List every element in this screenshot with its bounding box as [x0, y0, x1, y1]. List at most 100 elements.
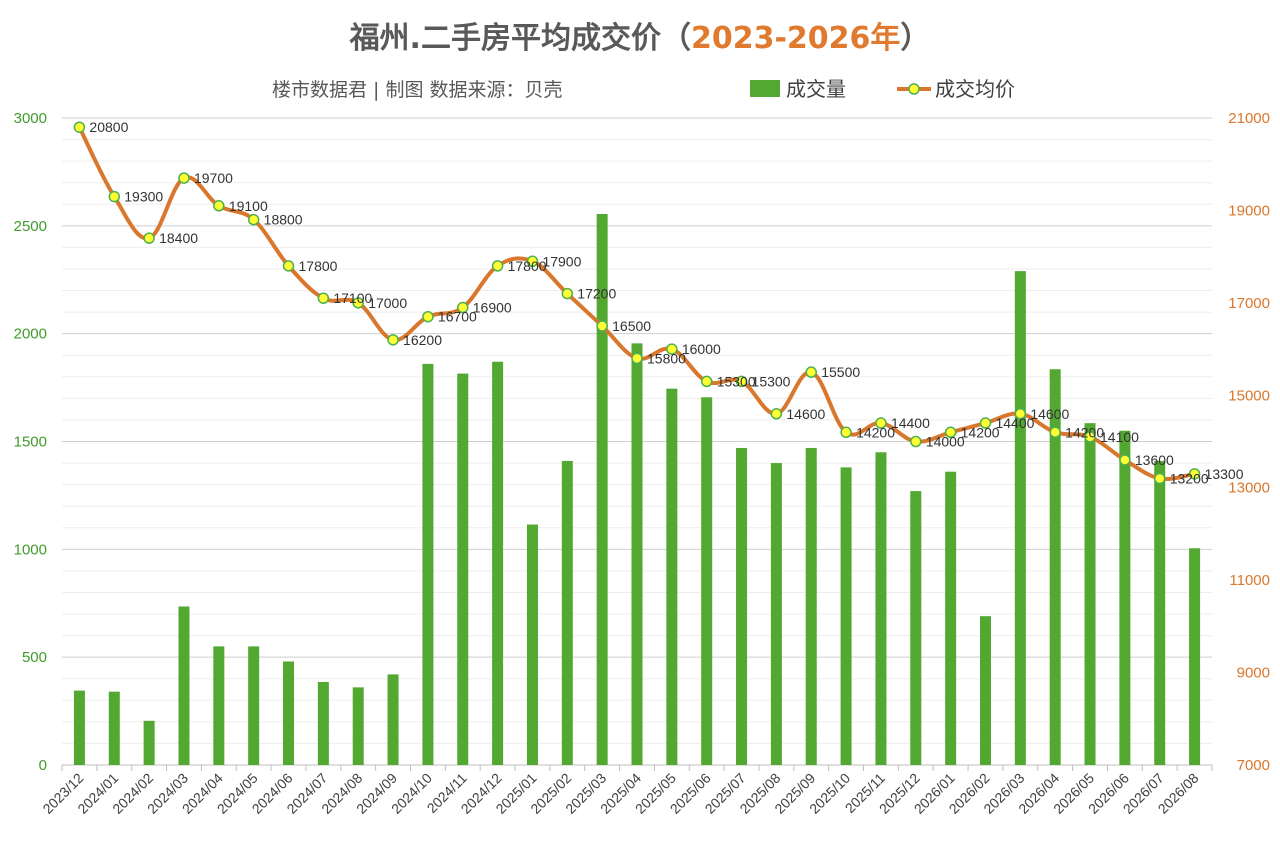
price-marker-2025/08 — [770, 408, 783, 420]
price-label-2026/07: 13200 — [1170, 470, 1209, 486]
y-left-tick-label: 2500 — [14, 218, 47, 235]
price-markers — [73, 121, 1201, 485]
y-right-tick-label: 15000 — [1228, 387, 1270, 404]
price-marker-2025/04 — [631, 352, 643, 365]
price-marker-2026/05 — [1084, 431, 1096, 443]
price-marker-2025/09 — [805, 366, 817, 378]
bar-2025/12 — [910, 491, 922, 765]
y-left-tick-label: 1000 — [14, 541, 47, 558]
bar-2026/07 — [1154, 460, 1166, 765]
chart-title-main: 福州.二手房平均成交价（ — [349, 21, 691, 56]
price-marker-2024/09 — [387, 334, 399, 346]
price-marker-2026/02 — [979, 417, 992, 429]
bar-2025/01 — [526, 524, 538, 765]
chart-title-years: 2023-2026年 — [691, 21, 900, 56]
price-label-2024/05: 18800 — [264, 212, 303, 228]
price-label-2024/04: 19100 — [229, 198, 268, 214]
price-label-2024/03: 19700 — [194, 170, 233, 186]
bar-2025/05 — [666, 388, 678, 765]
bar-2024/01 — [108, 691, 120, 765]
bar-2026/05 — [1084, 423, 1096, 765]
price-label-2024/08: 17000 — [368, 295, 407, 311]
y-left-tick-label: 1500 — [14, 434, 47, 451]
price-label-2025/04: 15800 — [647, 350, 686, 366]
price-marker-2026/03 — [1014, 408, 1027, 420]
bar-2025/11 — [875, 452, 887, 765]
chart-title-end: ） — [900, 21, 930, 56]
price-label-2026/03: 14600 — [1030, 406, 1069, 422]
bar-2024/05 — [248, 646, 260, 765]
price-marker-2024/12 — [491, 260, 504, 272]
price-label-2025/02: 17200 — [577, 286, 616, 302]
price-marker-2025/03 — [596, 320, 608, 332]
bar-2025/09 — [805, 447, 817, 765]
bar-2026/04 — [1049, 369, 1061, 765]
price-label-2024/09: 16200 — [403, 332, 442, 348]
price-label-2025/01: 17900 — [542, 253, 581, 269]
y-axis-right-ticks: 7000 9000 11000 13000 15000 17000 19000 21000 — [1228, 110, 1270, 774]
y-right-tick-label: 21000 — [1228, 110, 1270, 127]
price-marker-2023/12 — [73, 121, 86, 133]
price-label-2026/04: 14200 — [1065, 424, 1104, 440]
bar-2024/04 — [213, 646, 225, 765]
legend: 成交量 成交均价 — [750, 77, 1015, 101]
y-axis-left-ticks: 0 500 1000 1500 2000 2500 3000 — [14, 110, 47, 774]
bar-2024/06 — [283, 661, 295, 765]
price-marker-2025/02 — [561, 287, 574, 300]
bar-2025/04 — [631, 343, 643, 765]
bar-2023/12 — [73, 690, 85, 765]
price-label-2024/10: 16700 — [438, 309, 477, 325]
price-label-2024/06: 17800 — [299, 258, 338, 274]
price-marker-2024/01 — [108, 190, 121, 203]
price-label-2024/07: 17100 — [333, 290, 372, 306]
price-label-2024/02: 18400 — [159, 230, 198, 246]
price-label-2024/01: 19300 — [124, 189, 163, 205]
price-marker-2025/07 — [735, 375, 748, 388]
x-axis-ticks: 2023/122024/012024/022024/032024/042024/… — [39, 770, 1201, 817]
bar-2024/07 — [317, 681, 329, 765]
bar-2024/11 — [457, 373, 469, 765]
y-right-tick-label: 11000 — [1229, 572, 1270, 589]
bar-2024/09 — [387, 674, 399, 765]
bar-2024/08 — [352, 687, 364, 765]
price-marker-2024/07 — [317, 292, 330, 304]
price-marker-2026/07 — [1153, 472, 1166, 485]
price-marker-2024/10 — [422, 310, 434, 323]
price-label-2025/03: 16500 — [612, 318, 651, 334]
price-label-2024/12: 17800 — [508, 258, 547, 274]
price-label-2026/06: 13600 — [1135, 452, 1174, 468]
bar-2024/02 — [143, 720, 155, 765]
bar-2025/03 — [596, 213, 608, 765]
price-marker-2024/11 — [457, 301, 469, 314]
price-label-2024/11: 16900 — [473, 299, 512, 315]
price-label-2025/08: 14600 — [786, 406, 825, 422]
bar-2024/03 — [178, 606, 190, 765]
price-marker-2025/01 — [526, 255, 539, 268]
price-label-2025/07: 15300 — [752, 373, 791, 389]
bar-2024/12 — [492, 361, 504, 765]
bar-2025/10 — [840, 467, 852, 765]
bar-series — [73, 213, 1201, 765]
price-label-2025/09: 15500 — [821, 364, 860, 380]
bar-2025/08 — [770, 463, 782, 765]
bar-2024/10 — [422, 363, 434, 765]
y-left-tick-label: 0 — [39, 757, 47, 774]
bar-2026/06 — [1119, 430, 1131, 765]
price-marker-2025/12 — [910, 435, 922, 448]
price-marker-2024/04 — [213, 200, 225, 212]
price-label-2025/06: 15300 — [717, 373, 756, 389]
bar-2025/02 — [561, 460, 573, 765]
price-marker-2026/06 — [1119, 454, 1131, 466]
chart-subtitle: 楼市数据君 | 制图 数据来源：贝壳 — [272, 79, 563, 101]
price-marker-2025/10 — [840, 426, 852, 439]
price-label-2025/10: 14200 — [856, 424, 895, 440]
price-label-2026/01: 14200 — [961, 424, 1000, 440]
legend-line-marker — [908, 83, 920, 95]
price-label-2025/11: 14400 — [891, 415, 930, 431]
price-label-2023/12: 20800 — [89, 119, 128, 135]
bar-2025/06 — [701, 397, 713, 765]
y-right-tick-label: 9000 — [1237, 665, 1270, 682]
price-marker-2024/06 — [282, 260, 295, 272]
